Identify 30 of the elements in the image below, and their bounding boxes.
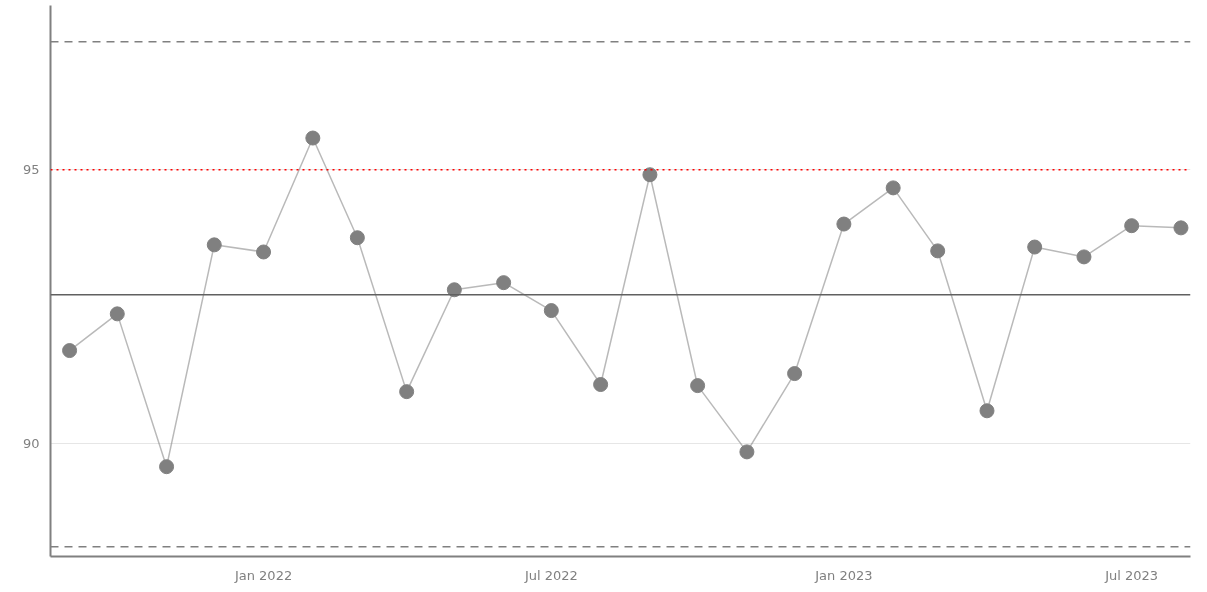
point: [399, 384, 415, 400]
point: [206, 237, 222, 253]
point: [1173, 220, 1189, 236]
x-tick-label: Jul 2023: [1104, 567, 1159, 583]
point: [836, 216, 852, 232]
point: [109, 306, 125, 322]
point: [979, 403, 995, 419]
y-tick-label: 95: [22, 162, 40, 178]
point: [1076, 249, 1092, 265]
point: [642, 167, 658, 183]
point: [739, 444, 755, 460]
point: [496, 275, 512, 291]
point: [349, 230, 365, 246]
point: [62, 343, 78, 359]
point: [930, 243, 946, 259]
point: [1124, 218, 1140, 234]
point: [256, 244, 272, 260]
point: [690, 378, 706, 394]
point: [787, 366, 803, 382]
y-tick-label: 90: [22, 436, 40, 452]
point: [159, 459, 175, 475]
x-tick-label: Jan 2022: [233, 567, 293, 583]
x-tick-label: Jan 2023: [814, 567, 873, 583]
x-tick-label: Jul 2022: [523, 567, 578, 583]
point: [885, 180, 901, 196]
point: [593, 377, 609, 392]
point: [305, 130, 321, 146]
point: [1027, 239, 1043, 255]
point: [446, 282, 462, 298]
point: [543, 303, 559, 319]
